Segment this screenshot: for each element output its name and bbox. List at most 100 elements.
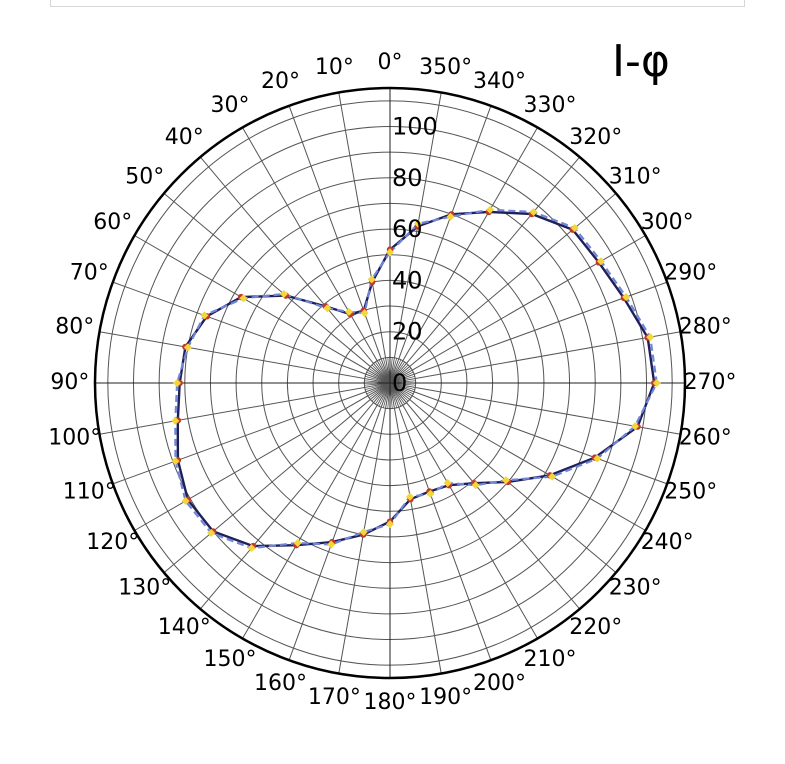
data-point-marker [327,540,336,549]
inner-spoke [382,358,391,384]
inner-spoke [389,382,409,402]
angle-tick-label: 80° [55,314,94,339]
data-point-marker [548,472,557,481]
angle-tick-label: 330° [524,93,577,118]
radial-tick-label: 20 [392,318,423,346]
data-point-marker [293,539,302,547]
inner-spoke [366,382,391,395]
data-point-marker [443,479,452,487]
data-point-marker [631,422,639,431]
angle-tick-label: 200° [473,671,526,696]
angle-tick-label: 240° [641,530,694,555]
angular-gridline [389,92,442,384]
angular-gridline [389,331,681,384]
inner-spoke [389,371,414,384]
data-point-marker [359,528,368,536]
data-point-marker [367,275,376,284]
data-point-marker [181,497,190,505]
radial-tick-label: 100 [392,112,438,140]
inner-spoke [389,359,402,384]
data-point-marker [183,343,192,352]
angular-gridline [112,281,391,384]
series-line [176,210,656,548]
data-point-marker [570,224,579,232]
inner-spoke [389,382,406,405]
radial-tick-label: 0 [392,369,407,397]
angular-gridline [389,382,646,531]
angle-tick-label: 350° [419,55,472,80]
data-point-marker [279,290,288,298]
angular-gridline [163,382,391,574]
angular-gridline [389,192,617,384]
angular-gridline [112,382,391,485]
inner-spoke [389,358,398,384]
angle-tick-label: 50° [125,164,164,189]
angle-tick-label: 250° [664,479,717,504]
angular-gridline [134,235,391,384]
data-point-marker [406,492,414,501]
data-point-marker [239,294,248,303]
inner-spoke [374,382,391,405]
angle-tick-label: 260° [679,426,732,451]
angle-tick-label: 130° [118,576,171,601]
inner-spoke [389,361,406,384]
angle-tick-label: 210° [524,647,577,672]
data-point-marker [471,481,480,490]
angle-tick-label: 30° [210,93,249,118]
angle-tick-label: 120° [86,530,139,555]
data-point-marker [486,205,494,214]
angular-gridline [389,382,581,610]
data-point-marker [501,476,510,485]
data-point-marker [529,208,538,216]
inner-spoke [366,371,391,384]
angle-tick-label: 300° [641,210,694,235]
data-point-marker [200,311,209,320]
angle-tick-label: 270° [684,370,737,395]
inner-spoke [382,382,391,408]
grid-layer [93,86,687,680]
data-point-marker [426,489,435,498]
data-point-marker [345,307,353,316]
angle-tick-label: 340° [473,69,526,94]
angle-tick-label: 170° [308,685,361,710]
angle-tick-label: 150° [203,647,256,672]
angle-tick-label: 100° [48,426,101,451]
angular-gridline [288,105,391,384]
data-point-marker [597,257,605,266]
angular-gridline [163,192,391,384]
angle-tick-label: 220° [569,615,622,640]
data-point-marker [652,379,661,387]
data-point-marker [386,520,394,529]
data-point-marker [173,379,182,387]
data-point-marker [360,309,369,318]
angular-gridline [242,382,391,639]
data-point-marker [171,457,180,466]
angular-gridline [389,105,492,384]
angular-gridline [389,382,492,661]
angle-tick-label: 190° [419,685,472,710]
inner-spoke [389,382,402,407]
data-point-marker [593,454,602,463]
angle-tick-label: 40° [165,125,204,150]
angular-gridline [99,382,391,435]
data-point-marker [247,544,256,553]
data-point-marker [323,304,332,313]
angle-tick-label: 20° [261,69,300,94]
angular-gridline [389,382,538,639]
inner-spoke [378,359,391,384]
angular-gridline [389,156,581,384]
data-point-marker [446,212,455,221]
angular-gridline [288,382,391,661]
chart-title: I-φ [612,36,670,87]
angle-tick-label: 90° [50,370,89,395]
inner-spoke [371,364,391,384]
angle-tick-label: 320° [569,125,622,150]
angle-tick-label: 110° [63,479,116,504]
inner-spoke [389,375,415,384]
angular-gridline [389,382,668,485]
inner-spoke [365,375,391,384]
angle-tick-label: 10° [315,55,354,80]
angular-gridline [242,127,391,384]
angular-gridline [134,382,391,531]
data-point-marker [386,248,394,257]
